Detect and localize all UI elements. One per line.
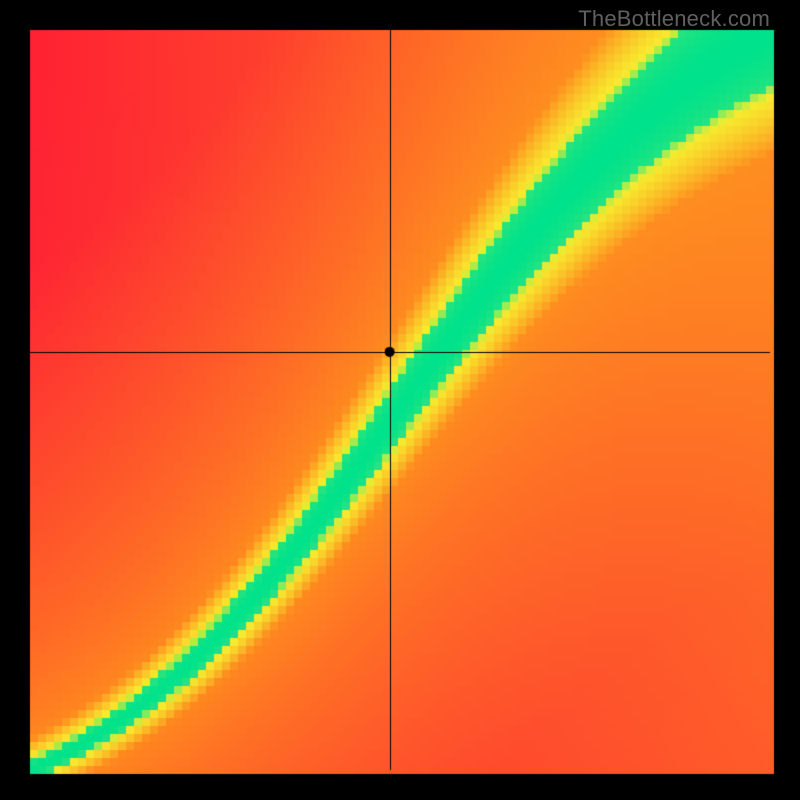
watermark-text: TheBottleneck.com (578, 6, 770, 32)
bottleneck-heatmap (0, 0, 800, 800)
